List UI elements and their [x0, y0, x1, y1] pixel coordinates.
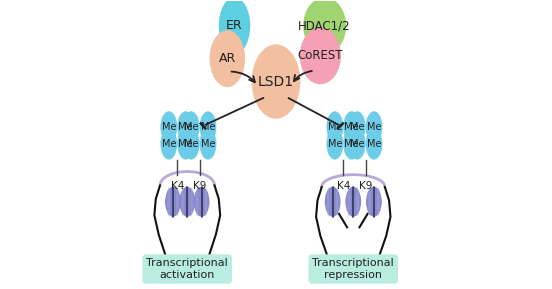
Text: Me: Me: [184, 139, 198, 149]
Ellipse shape: [196, 188, 199, 216]
Ellipse shape: [368, 188, 371, 216]
Ellipse shape: [366, 187, 382, 217]
Ellipse shape: [183, 129, 199, 159]
Text: Me: Me: [184, 122, 198, 132]
Ellipse shape: [183, 112, 199, 142]
Ellipse shape: [344, 129, 360, 159]
Ellipse shape: [325, 187, 341, 217]
Text: Me: Me: [367, 122, 381, 132]
Ellipse shape: [182, 188, 184, 216]
Ellipse shape: [205, 188, 208, 216]
Text: Me: Me: [344, 139, 359, 149]
Text: Me: Me: [162, 122, 176, 132]
Text: CoREST: CoREST: [298, 49, 343, 62]
Text: Me: Me: [327, 122, 342, 132]
Text: AR: AR: [219, 52, 236, 65]
Ellipse shape: [178, 112, 194, 142]
Text: Me: Me: [367, 139, 381, 149]
Text: HDAC1/2: HDAC1/2: [298, 19, 351, 32]
Text: Me: Me: [344, 122, 359, 132]
Text: Transcriptional
activation: Transcriptional activation: [146, 258, 228, 280]
Ellipse shape: [327, 129, 343, 159]
Ellipse shape: [190, 188, 193, 216]
Text: Me: Me: [350, 122, 364, 132]
Ellipse shape: [300, 27, 341, 84]
Ellipse shape: [200, 129, 216, 159]
Text: Me: Me: [178, 122, 193, 132]
Text: Me: Me: [178, 139, 193, 149]
Ellipse shape: [200, 112, 216, 142]
Text: Me: Me: [350, 139, 364, 149]
Ellipse shape: [349, 112, 365, 142]
Text: ER: ER: [226, 19, 243, 32]
Ellipse shape: [178, 129, 194, 159]
Ellipse shape: [219, 0, 250, 54]
Ellipse shape: [252, 44, 300, 119]
Ellipse shape: [336, 188, 338, 216]
Ellipse shape: [346, 187, 361, 217]
Text: K4: K4: [337, 181, 350, 191]
Ellipse shape: [349, 129, 365, 159]
Ellipse shape: [366, 112, 382, 142]
Text: Me: Me: [201, 122, 215, 132]
Text: LSD1: LSD1: [258, 75, 294, 88]
Ellipse shape: [356, 188, 359, 216]
Ellipse shape: [347, 188, 351, 216]
Ellipse shape: [303, 0, 346, 54]
Ellipse shape: [377, 188, 380, 216]
Ellipse shape: [161, 129, 177, 159]
Ellipse shape: [194, 187, 209, 217]
Ellipse shape: [344, 112, 360, 142]
Text: Transcriptional
repression: Transcriptional repression: [312, 258, 394, 280]
Ellipse shape: [327, 188, 330, 216]
Ellipse shape: [210, 30, 245, 87]
Ellipse shape: [366, 129, 382, 159]
Ellipse shape: [161, 112, 177, 142]
Text: Me: Me: [201, 139, 215, 149]
Text: K9: K9: [193, 181, 206, 191]
Ellipse shape: [167, 188, 170, 216]
Ellipse shape: [165, 187, 181, 217]
Text: K4: K4: [171, 181, 184, 191]
Text: Me: Me: [162, 139, 176, 149]
Ellipse shape: [179, 187, 195, 217]
Text: K9: K9: [359, 181, 372, 191]
Ellipse shape: [327, 112, 343, 142]
Text: Me: Me: [327, 139, 342, 149]
Ellipse shape: [176, 188, 179, 216]
